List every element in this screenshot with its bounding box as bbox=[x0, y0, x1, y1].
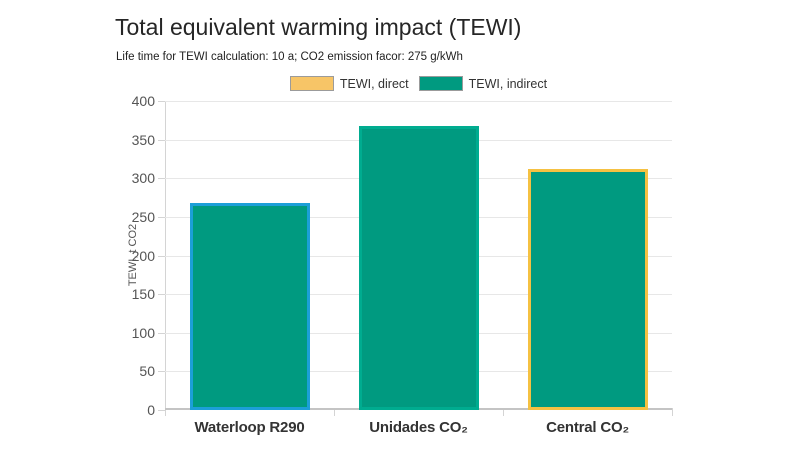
x-axis-tick bbox=[503, 408, 504, 416]
gridline bbox=[165, 101, 672, 102]
y-axis-tick bbox=[158, 294, 165, 296]
y-tick-label: 100 bbox=[131, 324, 155, 341]
y-tick-label: 50 bbox=[139, 363, 155, 380]
chart-subtitle: Life time for TEWI calculation: 10 a; CO… bbox=[116, 51, 463, 63]
x-category-label-waterloop-r290: Waterloop R290 bbox=[194, 419, 305, 436]
bar-unidades-co[interactable] bbox=[359, 126, 479, 410]
y-axis-tick bbox=[158, 255, 165, 257]
y-axis-tick bbox=[158, 332, 165, 334]
y-tick-label: 150 bbox=[131, 286, 155, 303]
y-axis-tick bbox=[158, 371, 165, 373]
x-category-label-unidades-co: Unidades CO₂ bbox=[369, 419, 468, 436]
chart-title: Total equivalent warming impact (TEWI) bbox=[115, 14, 522, 40]
legend-swatch-direct bbox=[289, 76, 334, 91]
x-axis-tick bbox=[334, 408, 335, 416]
y-axis-tick bbox=[158, 178, 165, 180]
y-tick-label: 0 bbox=[147, 402, 155, 418]
legend-swatch-indirect bbox=[418, 76, 463, 91]
y-tick-label: 250 bbox=[131, 208, 155, 225]
y-axis-tick bbox=[158, 139, 165, 141]
legend-item-tewi-direct[interactable]: TEWI, direct bbox=[289, 76, 409, 91]
bar-waterloop-r290[interactable] bbox=[190, 203, 310, 410]
bar-central-co[interactable] bbox=[528, 169, 648, 410]
x-axis-tick bbox=[672, 408, 673, 416]
x-category-label-central-co: Central CO₂ bbox=[546, 419, 629, 436]
y-axis-tick bbox=[158, 101, 165, 102]
y-tick-label: 200 bbox=[131, 247, 155, 264]
y-tick-label: 300 bbox=[131, 170, 155, 187]
chart-legend: TEWI, direct TEWI, indirect bbox=[165, 76, 672, 91]
x-axis-tick bbox=[165, 408, 166, 416]
legend-label-direct: TEWI, direct bbox=[339, 76, 409, 91]
legend-label-indirect: TEWI, indirect bbox=[468, 76, 548, 91]
plot-area bbox=[158, 101, 673, 416]
y-axis-tick bbox=[158, 410, 165, 411]
y-tick-label: 400 bbox=[131, 93, 155, 109]
y-tick-label: 350 bbox=[131, 131, 155, 148]
y-axis-tick bbox=[158, 216, 165, 218]
legend-item-tewi-indirect[interactable]: TEWI, indirect bbox=[418, 76, 548, 91]
